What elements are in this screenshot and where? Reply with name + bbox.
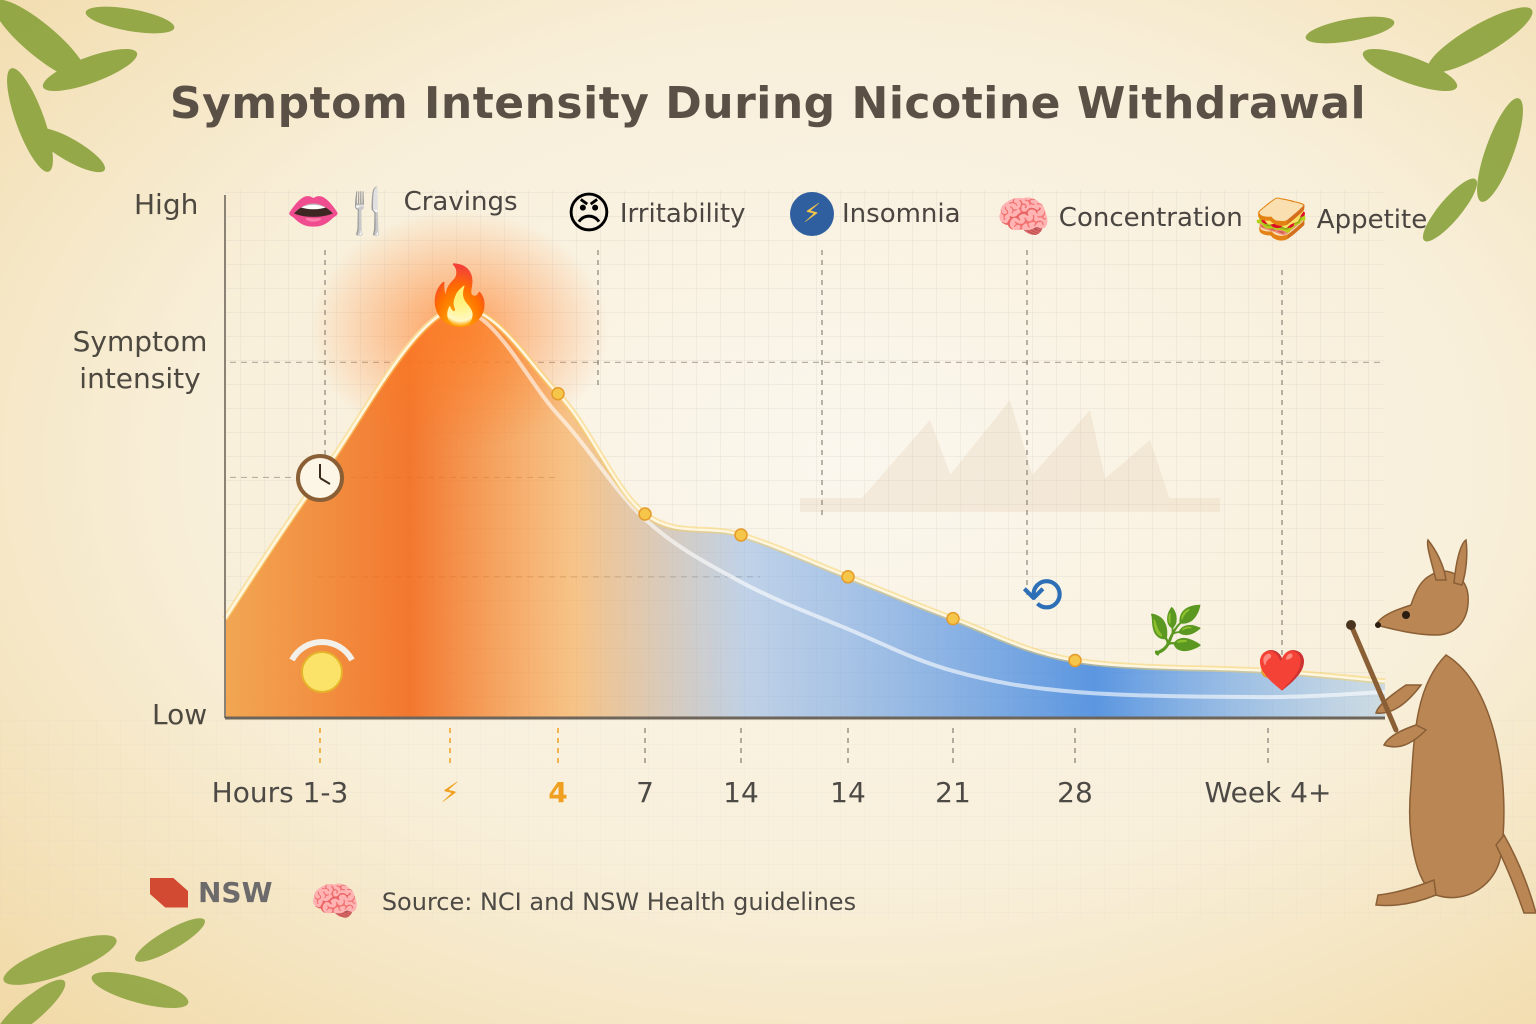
clock-hand	[319, 477, 331, 485]
data-point	[734, 528, 748, 542]
symptom-concentration: 🧠 Concentration	[996, 196, 1243, 240]
data-point	[1068, 653, 1082, 668]
chart-title: Symptom Intensity During Nicotine Withdr…	[169, 78, 1367, 129]
nsw-logo-text: NSW	[198, 876, 273, 909]
opera-house-watermark	[800, 400, 1220, 512]
y-axis-high-label: High	[134, 188, 199, 221]
heart-icon: ❤️	[1257, 648, 1307, 694]
symptom-label: Cravings	[403, 187, 518, 217]
x-tick-label: Hours 1-3	[211, 776, 349, 809]
symptom-label: Insomnia	[842, 199, 961, 229]
x-tick-label: 7	[636, 776, 654, 809]
leaves-top-right	[1305, 7, 1533, 242]
lightning-moon-icon: ⚡	[790, 192, 834, 236]
data-point	[1261, 664, 1275, 678]
nsw-logo: NSW	[150, 876, 272, 909]
gauge-icon	[301, 651, 343, 693]
brain-icon: 🧠	[996, 192, 1051, 243]
leaves-bottom-left	[0, 918, 205, 1024]
source-note: 🧠 Source: NCI and NSW Health guidelines	[310, 878, 856, 925]
mouth-utensils-icon: 👄🍴	[286, 186, 396, 237]
brain-icon: 🧠	[310, 879, 360, 925]
sandwich-icon: 🥪	[1254, 194, 1309, 245]
x-tick-label: Week 4+	[1204, 776, 1332, 809]
symptom-appetite: 🥪 Appetite	[1254, 198, 1427, 242]
symptom-label: Irritability	[619, 199, 746, 229]
data-point	[946, 611, 960, 626]
x-tick-label: 4	[548, 776, 568, 809]
data-point	[551, 386, 565, 401]
symptom-cravings: 👄🍴 Cravings	[286, 186, 518, 237]
symptom-label: Concentration	[1058, 203, 1243, 233]
peak-glow	[310, 210, 610, 450]
source-text: Source: NCI and NSW Health guidelines	[381, 887, 857, 916]
flame-icon: 🔥	[424, 261, 496, 329]
nsw-logo-icon	[150, 877, 188, 908]
leaf-icon: 🌿	[1147, 603, 1204, 657]
angry-face-icon: 😠	[566, 188, 612, 239]
symptom-label: Appetite	[1316, 205, 1428, 235]
x-tick-label: 14	[830, 776, 866, 809]
series-line	[223, 306, 1386, 683]
x-tick-label: 21	[935, 776, 971, 809]
leaves-top-left	[0, 0, 175, 173]
x-tick-label: 14	[723, 776, 759, 809]
symptom-irritability: 😠 Irritability	[566, 192, 746, 236]
gauge-arc	[289, 639, 355, 662]
data-point	[841, 570, 855, 584]
y-axis-low-label: Low	[152, 698, 208, 731]
y-axis-title: Symptom intensity	[72, 325, 208, 395]
symptom-insomnia: ⚡ Insomnia	[790, 192, 961, 236]
x-tick-label: ⚡	[440, 776, 460, 809]
data-point	[638, 507, 652, 521]
refresh-icon: ⟲	[1021, 566, 1063, 624]
x-tick-label: 28	[1057, 776, 1093, 809]
kangaroo-illustration	[1346, 538, 1536, 914]
